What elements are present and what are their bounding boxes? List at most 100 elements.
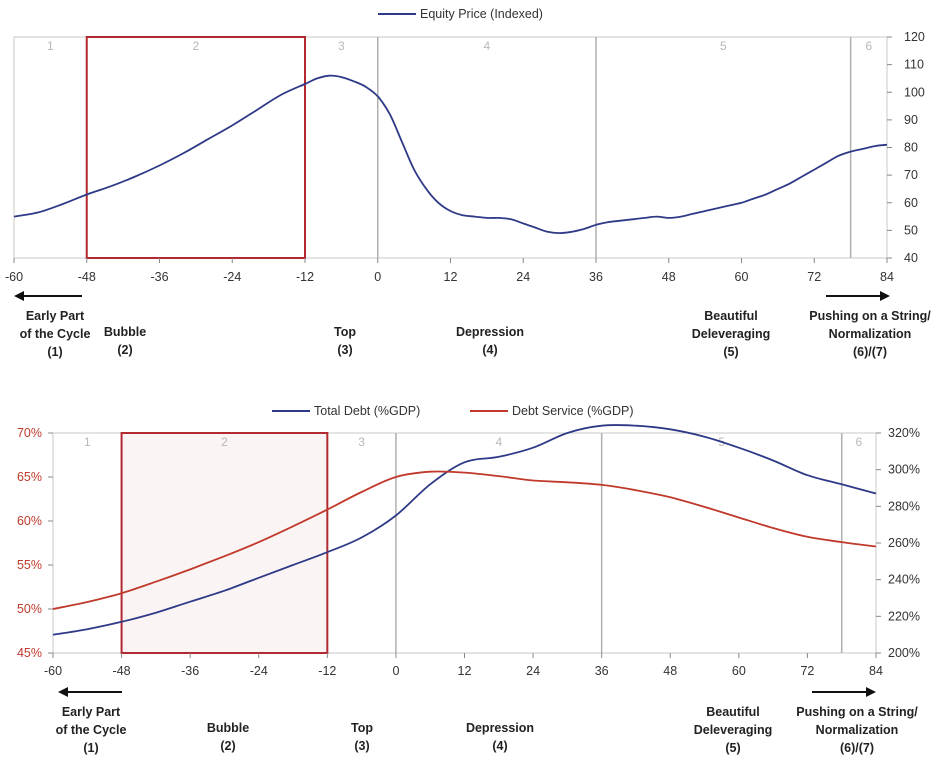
c0-series-line-equity-price-indexed- bbox=[13, 74, 888, 234]
c0-x-tick-label: 60 bbox=[735, 270, 749, 284]
c0-region-number: 6 bbox=[865, 39, 872, 53]
c1-phase-label: Top bbox=[351, 721, 373, 735]
c1-phase-label: Deleveraging bbox=[694, 723, 773, 737]
c0-y-tick-label: 80 bbox=[904, 141, 918, 155]
c1-left-arrow-head bbox=[58, 687, 68, 697]
c0-region-number: 5 bbox=[720, 39, 727, 53]
c1-series-line-total-debt-gdp- bbox=[52, 424, 877, 636]
c1-phase-label: (1) bbox=[83, 741, 98, 755]
c1-phase-label: Bubble bbox=[207, 721, 249, 735]
c1-y-right-tick-label: 280% bbox=[888, 499, 920, 513]
c1-y-left-tick-label: 45% bbox=[17, 646, 42, 660]
c0-phase-label: Depression bbox=[456, 325, 524, 339]
c0-right-arrow-head bbox=[880, 291, 890, 301]
c1-y-right-tick-label: 320% bbox=[888, 426, 920, 440]
c1-phase-label: Pushing on a String/ bbox=[796, 705, 918, 719]
c0-region-number: 1 bbox=[47, 39, 54, 53]
c1-x-tick-label: -36 bbox=[181, 664, 199, 678]
c0-region-number: 2 bbox=[193, 39, 200, 53]
c1-x-tick-label: -12 bbox=[318, 664, 336, 678]
c1-phase-label: Beautiful bbox=[706, 705, 759, 719]
c1-y-left-tick-label: 55% bbox=[17, 558, 42, 572]
c0-y-tick-label: 110 bbox=[904, 58, 924, 72]
c1-legend-label: Total Debt (%GDP) bbox=[314, 404, 420, 418]
c1-phase-label: Depression bbox=[466, 721, 534, 735]
c0-x-tick-label: -24 bbox=[223, 270, 241, 284]
c1-region-number: 1 bbox=[84, 435, 91, 449]
c0-phase-label: (3) bbox=[337, 343, 352, 357]
c0-phase-label: (1) bbox=[47, 345, 62, 359]
c1-x-tick-label: 84 bbox=[869, 664, 883, 678]
c0-x-tick-label: -12 bbox=[296, 270, 314, 284]
c1-phase-label: (2) bbox=[220, 739, 235, 753]
c0-phase-label: Top bbox=[334, 325, 356, 339]
c0-y-tick-label: 120 bbox=[904, 30, 925, 44]
c1-x-tick-label: 0 bbox=[392, 664, 399, 678]
c1-phase-label: (3) bbox=[354, 739, 369, 753]
c0-x-tick-label: 84 bbox=[880, 270, 894, 284]
c0-phase-label: (2) bbox=[117, 343, 132, 357]
c0-phase-label: Deleveraging bbox=[692, 327, 771, 341]
c0-x-tick-label: 12 bbox=[444, 270, 458, 284]
c1-phase-label: of the Cycle bbox=[56, 723, 127, 737]
c1-y-right-tick-label: 240% bbox=[888, 573, 920, 587]
c1-phase-label: Early Part bbox=[62, 705, 121, 719]
c1-y-right-tick-label: 220% bbox=[888, 609, 920, 623]
c0-y-tick-label: 40 bbox=[904, 251, 918, 265]
c0-phase-label: Early Part bbox=[26, 309, 85, 323]
c0-x-tick-label: -36 bbox=[150, 270, 168, 284]
c0-region-number: 3 bbox=[338, 39, 345, 53]
c0-x-tick-label: -60 bbox=[5, 270, 23, 284]
c1-phase-label: (6)/(7) bbox=[840, 741, 874, 755]
c0-phase-label: Normalization bbox=[829, 327, 912, 341]
c1-y-left-tick-label: 50% bbox=[17, 602, 42, 616]
c0-y-tick-label: 90 bbox=[904, 113, 918, 127]
c1-bubble-box bbox=[120, 432, 329, 654]
c1-x-tick-label: 12 bbox=[458, 664, 472, 678]
c0-phase-label: Beautiful bbox=[704, 309, 757, 323]
c1-region-number: 4 bbox=[495, 435, 502, 449]
c1-x-tick-label: -48 bbox=[113, 664, 131, 678]
c0-x-tick-label: 48 bbox=[662, 270, 676, 284]
c0-left-arrow-head bbox=[14, 291, 24, 301]
c0-region-number: 4 bbox=[484, 39, 491, 53]
c1-phase-label: Normalization bbox=[816, 723, 899, 737]
c1-x-tick-label: 24 bbox=[526, 664, 540, 678]
c0-phase-label: Pushing on a String/ bbox=[809, 309, 931, 323]
c1-x-tick-label: 60 bbox=[732, 664, 746, 678]
c1-x-tick-label: -60 bbox=[44, 664, 62, 678]
c1-y-right-tick-label: 200% bbox=[888, 646, 920, 660]
c0-y-tick-label: 60 bbox=[904, 196, 918, 210]
c0-bubble-box bbox=[85, 36, 306, 259]
c0-x-tick-label: 24 bbox=[516, 270, 530, 284]
c1-y-right-tick-label: 260% bbox=[888, 536, 920, 550]
c0-x-tick-label: 0 bbox=[374, 270, 381, 284]
c0-phase-label: of the Cycle bbox=[20, 327, 91, 341]
c0-phase-label: (6)/(7) bbox=[853, 345, 887, 359]
c1-x-tick-label: -24 bbox=[250, 664, 268, 678]
c1-phase-label: (4) bbox=[492, 739, 507, 753]
c0-x-tick-label: 72 bbox=[807, 270, 821, 284]
c1-phase-label: (5) bbox=[725, 741, 740, 755]
c0-y-tick-label: 70 bbox=[904, 168, 918, 182]
c0-x-tick-label: 36 bbox=[589, 270, 603, 284]
c1-y-right-tick-label: 300% bbox=[888, 463, 920, 477]
c0-phase-label: (4) bbox=[482, 343, 497, 357]
c1-region-number: 3 bbox=[358, 435, 365, 449]
c1-x-tick-label: 72 bbox=[800, 664, 814, 678]
c1-y-left-tick-label: 70% bbox=[17, 426, 42, 440]
c1-x-tick-label: 36 bbox=[595, 664, 609, 678]
c1-region-number: 6 bbox=[856, 435, 863, 449]
c0-legend-label: Equity Price (Indexed) bbox=[420, 7, 543, 21]
c0-x-tick-label: -48 bbox=[78, 270, 96, 284]
c1-region-number: 2 bbox=[221, 435, 228, 449]
c1-series-line-debt-service-gdp- bbox=[52, 470, 877, 610]
c1-x-tick-label: 48 bbox=[663, 664, 677, 678]
c1-legend-label: Debt Service (%GDP) bbox=[512, 404, 634, 418]
c0-phase-label: Bubble bbox=[104, 325, 146, 339]
c1-y-left-tick-label: 60% bbox=[17, 514, 42, 528]
c1-y-left-tick-label: 65% bbox=[17, 470, 42, 484]
c0-phase-label: (5) bbox=[723, 345, 738, 359]
